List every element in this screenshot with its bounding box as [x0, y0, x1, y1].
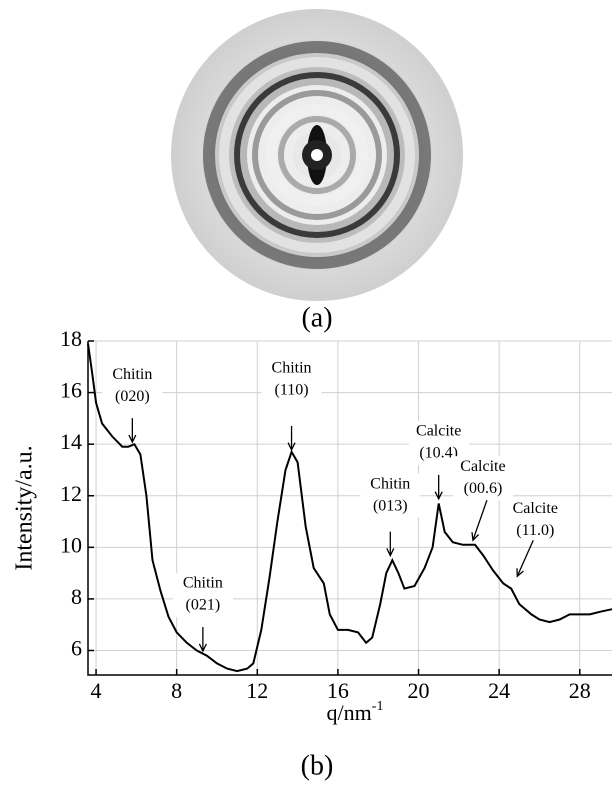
annotation-arrow: [472, 499, 488, 541]
annotation-bg: [102, 364, 163, 409]
diffraction-pattern: [171, 9, 463, 301]
arrow-head: [516, 568, 524, 578]
y-tick-label: 14: [60, 429, 82, 454]
annotation-text: (11.0): [516, 522, 554, 539]
x-axis-label: q/nm-1: [327, 699, 384, 725]
arrow-head: [386, 548, 395, 558]
x-tick-label: 28: [569, 678, 591, 703]
annotation: Chitin (020): [102, 364, 163, 444]
annotation-text: Calcite: [460, 458, 505, 475]
annotation-text: Chitin: [183, 575, 223, 592]
x-tick-label: 12: [246, 678, 268, 703]
y-tick-label: 16: [60, 378, 82, 403]
annotation-text: (10.4): [419, 445, 458, 462]
arrow-head: [287, 442, 296, 452]
arrow-head: [198, 643, 207, 653]
x-axis-label-text: q/nm: [327, 700, 372, 725]
data-line: [87, 343, 613, 673]
annotation: Calcite (11.0): [505, 498, 566, 578]
annotation-text: (020): [115, 388, 150, 405]
annotation: Chitin (110): [261, 357, 322, 452]
x-tick-label: 20: [408, 678, 430, 703]
x-axis-label-sup: -1: [372, 699, 384, 714]
annotation-text: Calcite: [513, 500, 558, 517]
y-tick-label: 6: [71, 636, 82, 661]
annotation-text: (013): [373, 497, 408, 514]
annotation-text: (110): [275, 382, 309, 399]
x-tick-label: 16: [327, 678, 349, 703]
annotation: Chitin (013): [360, 473, 421, 558]
x-tick-label: 8: [171, 678, 182, 703]
x-tick-label: 4: [91, 678, 102, 703]
x-tick-label: 24: [488, 678, 510, 703]
annotation-text: Chitin: [112, 366, 152, 383]
annotation: Calcite (00.6): [452, 456, 513, 542]
arrow-head: [434, 491, 443, 501]
annotation-text: (00.6): [464, 480, 503, 497]
annotation-bg: [360, 473, 421, 518]
y-axis-label: Intensity/a.u.: [12, 445, 38, 570]
annotation-text: Calcite: [416, 423, 461, 440]
arrow-head: [128, 434, 137, 444]
annotation-text: (021): [186, 597, 221, 614]
plot-frame: [87, 341, 612, 676]
y-tick-label: 8: [71, 584, 82, 609]
arrow-head: [471, 532, 480, 542]
annotation-bg: [261, 357, 322, 402]
annotation-text: Chitin: [370, 475, 410, 492]
annotation-bg: [505, 498, 566, 543]
annotation-text: Chitin: [272, 360, 312, 377]
panel-label: (a): [301, 302, 332, 333]
annotation-arrow: [516, 540, 534, 577]
y-tick-label: 10: [60, 532, 82, 557]
annotation-bg: [452, 456, 513, 501]
panel-label: (b): [301, 750, 334, 781]
annotation-bg: [172, 573, 233, 618]
annotation: Chitin (021): [172, 573, 233, 653]
y-tick-label: 18: [60, 326, 82, 351]
y-tick-label: 12: [60, 481, 82, 506]
